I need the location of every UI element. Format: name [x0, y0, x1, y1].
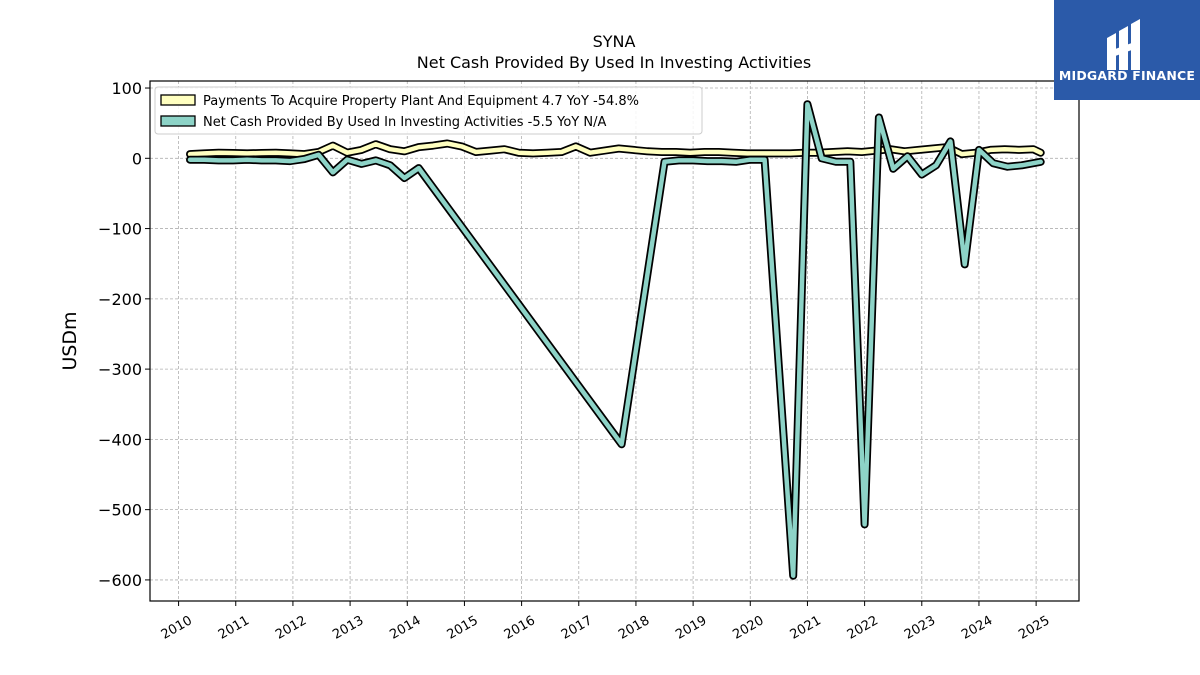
y-tick-label: −200 [98, 290, 142, 309]
series-line-investing-outline [186, 100, 1045, 580]
legend-swatch-investing [160, 115, 196, 127]
legend: Payments To Acquire Property Plant And E… [154, 86, 703, 135]
chart-title: SYNA [593, 32, 636, 51]
y-tick-label: −500 [98, 501, 142, 520]
x-tick-label: 2024 [959, 613, 995, 643]
x-tick-label: 2013 [330, 613, 366, 643]
series-line-capex-fill [187, 141, 1043, 157]
x-tick-label: 2012 [273, 613, 309, 643]
x-tick-label: 2017 [559, 613, 595, 643]
x-tick-label: 2023 [902, 613, 938, 643]
x-tick-label: 2014 [387, 613, 423, 643]
logo-text: MIDGARD FINANCE [1059, 68, 1195, 83]
legend-swatch-capex [160, 94, 196, 106]
legend-box [154, 86, 703, 135]
x-tick-label: 2015 [445, 613, 481, 643]
grid-lines [150, 81, 1079, 601]
series-line-capex [186, 139, 1045, 159]
y-tick-label: −100 [98, 220, 142, 239]
x-tick-label: 2010 [159, 613, 195, 643]
y-axis-label: USDm [59, 311, 81, 370]
x-tick-label: 2020 [730, 613, 766, 643]
series-line-investing-fill [187, 101, 1043, 578]
brand-logo: MIDGARD FINANCE [1054, 0, 1200, 100]
y-axis-ticks: 100 0 −100 −200 −300 −400 −500 −600 [98, 79, 150, 590]
x-tick-label: 2019 [673, 613, 709, 643]
y-tick-label: −300 [98, 360, 142, 379]
x-tick-label: 2018 [616, 613, 652, 643]
series-line-investing [186, 100, 1045, 580]
y-tick-label: −400 [98, 430, 142, 449]
x-tick-label: 2011 [216, 613, 252, 643]
y-tick-label: 0 [132, 149, 142, 168]
plot-frame [149, 80, 1080, 602]
legend-label-capex: Payments To Acquire Property Plant And E… [203, 94, 639, 109]
logo-mark-icon [1107, 19, 1140, 70]
x-tick-label: 2021 [788, 613, 824, 643]
x-tick-label: 2016 [502, 613, 538, 643]
chart-subtitle: Net Cash Provided By Used In Investing A… [417, 53, 811, 72]
y-tick-label: −600 [98, 571, 142, 590]
series-lines [186, 100, 1045, 580]
x-tick-label: 2025 [1016, 613, 1052, 643]
legend-label-investing: Net Cash Provided By Used In Investing A… [203, 115, 606, 130]
y-tick-label: 100 [111, 79, 142, 98]
x-tick-label: 2022 [845, 613, 881, 643]
x-axis-ticks: 2010 2011 2012 2013 2014 2015 2016 2017 2018 2019… [159, 601, 1052, 643]
